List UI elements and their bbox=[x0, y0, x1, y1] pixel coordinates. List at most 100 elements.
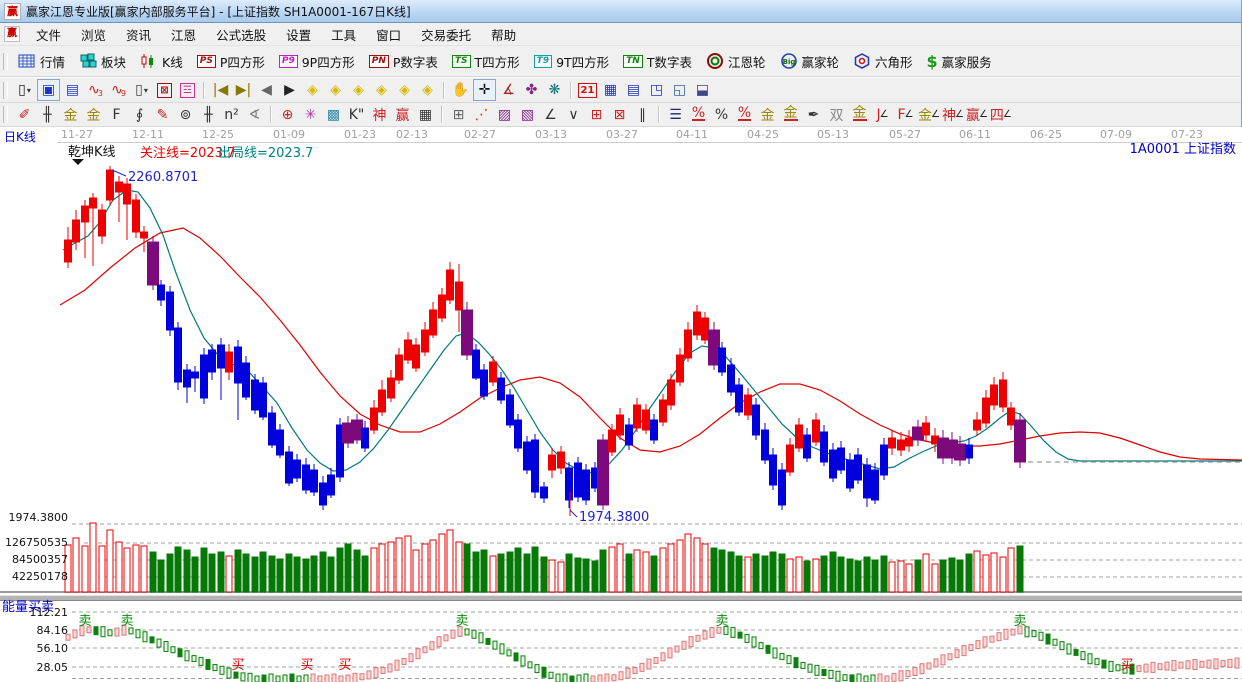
calendar-21-button[interactable]: 21 bbox=[577, 80, 598, 100]
fan-box-1-button[interactable]: ▨ bbox=[497, 106, 512, 123]
gold-circle-button[interactable]: 金 bbox=[760, 107, 775, 124]
workstation-button[interactable]: ⬓ bbox=[695, 82, 710, 98]
time-grid-button[interactable]: ╫ bbox=[204, 106, 213, 123]
gann-fan-ying-button[interactable]: 赢 ∠ bbox=[965, 107, 988, 124]
percent-tool-button[interactable]: % bbox=[714, 106, 729, 123]
toolbar-item-t-number-table[interactable]: TN T数字表 bbox=[618, 50, 697, 73]
gold-grid-1-button[interactable]: 金 bbox=[63, 107, 78, 124]
shen-grid-button[interactable]: 神 bbox=[372, 107, 387, 124]
f-grid-button[interactable]: F bbox=[112, 106, 121, 123]
toolbar-item-quotes[interactable]: 行情 bbox=[13, 50, 70, 73]
menu-item-8[interactable]: 交易委托 bbox=[421, 27, 472, 43]
red-fan-button[interactable]: ⋰ bbox=[474, 106, 489, 123]
percent-retrace-button[interactable]: % bbox=[737, 105, 752, 121]
zoom-chart-button[interactable]: ▣ bbox=[37, 79, 60, 101]
gold-underline-button[interactable]: 金 bbox=[852, 105, 867, 121]
toolbar-item-hexagon[interactable]: 六角形 bbox=[848, 50, 918, 73]
save-disk-button[interactable]: ◳ bbox=[649, 82, 664, 98]
menu-item-1[interactable]: 浏览 bbox=[81, 27, 107, 43]
toolbar-grip[interactable] bbox=[3, 106, 8, 123]
toolbar-item-p-square[interactable]: PS P四方形 bbox=[192, 50, 270, 73]
n-square-button[interactable]: n² bbox=[224, 106, 239, 123]
spiral-button[interactable]: ∮ bbox=[135, 106, 144, 123]
kline-body-style-button[interactable]: ▯ ▾ bbox=[18, 82, 31, 98]
toolbar-item-9p-square[interactable]: P9 9P四方形 bbox=[274, 50, 360, 73]
circle-cross-button[interactable]: ⊕ bbox=[281, 106, 294, 123]
first-page-button[interactable]: |◀ bbox=[212, 82, 229, 98]
menu-item-9[interactable]: 帮助 bbox=[491, 27, 517, 43]
prev-page-button[interactable]: ◀ bbox=[261, 82, 272, 98]
diamond-scroll-left-button[interactable]: ◈ bbox=[307, 82, 318, 98]
diamond-expand-button[interactable]: ◈ bbox=[353, 82, 364, 98]
toolbar-item-sectors[interactable]: 板块 bbox=[74, 50, 131, 73]
toolbar-item-gann-wheel[interactable]: 江恩轮 bbox=[701, 50, 771, 73]
notepad-button[interactable]: ▤ bbox=[626, 82, 641, 98]
toolbar-item-kline[interactable]: K线 bbox=[135, 50, 188, 73]
ink-pen-button[interactable]: ✒ bbox=[807, 106, 820, 123]
toolbar-grip[interactable] bbox=[3, 52, 8, 70]
oscillator-bar bbox=[730, 626, 736, 638]
gann-fan-gold-button[interactable]: 金 ∠ bbox=[918, 107, 940, 124]
diamond-zoom-out-button[interactable]: ◈ bbox=[422, 82, 433, 98]
diamond-compress-button[interactable]: ◈ bbox=[376, 82, 387, 98]
price-ladder-button[interactable]: ☰ bbox=[669, 106, 682, 123]
square-web-button[interactable]: ▩ bbox=[326, 106, 341, 123]
pen-grid-button[interactable]: ✎ bbox=[156, 106, 169, 123]
toolbar-item-t-square[interactable]: TS T四方形 bbox=[447, 50, 525, 73]
gold-grid-2-button[interactable]: 金 bbox=[86, 107, 101, 124]
histogram-button[interactable]: ☲ bbox=[177, 80, 198, 100]
pattern-box-button[interactable]: ⊠ bbox=[154, 80, 175, 100]
zigzag-button[interactable]: ∨ bbox=[568, 106, 579, 123]
toolbar-grip[interactable] bbox=[3, 81, 8, 99]
red-grid-2-button[interactable]: ⊠ bbox=[613, 106, 626, 123]
main-chart[interactable]: 11-27 12-11 12-25 01-09 01-23 02-13 02-27 03-13… bbox=[0, 127, 1242, 682]
angle-measure-button[interactable]: ∡ bbox=[502, 82, 515, 98]
fan-box-2-button[interactable]: ▧ bbox=[520, 106, 535, 123]
parallel-lines-button[interactable]: ∥ bbox=[639, 106, 646, 123]
menu-item-0[interactable]: 文件 bbox=[36, 27, 62, 43]
title-bar[interactable]: 赢 赢家江恩专业版[赢家内部服务平台] - [上证指数 SH1A0001-167… bbox=[0, 0, 1241, 23]
menu-item-2[interactable]: 资讯 bbox=[126, 27, 152, 43]
red-grid-1-button[interactable]: ⊞ bbox=[590, 106, 603, 123]
percent-line-button[interactable]: % bbox=[691, 105, 706, 121]
circle-grid-button[interactable]: ⊚ bbox=[179, 106, 192, 123]
ying-grid-button[interactable]: 赢 bbox=[395, 107, 410, 124]
crosshair-button[interactable]: ✛ bbox=[473, 79, 496, 101]
star-web-button[interactable]: ✳ bbox=[304, 106, 317, 123]
toolbar-item-p-number-table[interactable]: PN P数字表 bbox=[364, 50, 443, 73]
angle-lines-button[interactable]: ∢ bbox=[248, 106, 261, 123]
menu-item-3[interactable]: 江恩 bbox=[171, 27, 197, 43]
gann-tool-purple-button[interactable]: ✤ bbox=[525, 82, 538, 98]
gann-fan-j-button[interactable]: J ∠ bbox=[876, 106, 889, 123]
diamond-zoom-in-button[interactable]: ◈ bbox=[399, 82, 410, 98]
k-quote-button[interactable]: K" bbox=[348, 106, 365, 123]
info-list-button[interactable]: ▤ bbox=[65, 82, 80, 98]
toolbar-item-winner-service[interactable]: $ 赢家服务 bbox=[922, 50, 997, 73]
box-tool-button[interactable]: ⊞ bbox=[452, 106, 465, 123]
menu-item-4[interactable]: 公式选股 bbox=[216, 27, 267, 43]
save-history-button[interactable]: ◱ bbox=[672, 82, 687, 98]
gann-fan-f-button[interactable]: F ∠ bbox=[897, 106, 914, 123]
trend-angle-button[interactable]: ∠ bbox=[544, 106, 557, 123]
menu-item-5[interactable]: 设置 bbox=[286, 27, 312, 43]
hollow-candle-style-button[interactable]: ▯ ▾ bbox=[135, 82, 148, 98]
ruler-grid-button[interactable]: ▦ bbox=[418, 106, 433, 123]
menu-item-6[interactable]: 工具 bbox=[331, 27, 357, 43]
wave-3-button[interactable]: ∿ 3 bbox=[88, 82, 103, 98]
draw-pen-button[interactable]: ✐ bbox=[18, 106, 31, 123]
diamond-scroll-right-button[interactable]: ◈ bbox=[330, 82, 341, 98]
next-page-button[interactable]: ▶ bbox=[284, 82, 295, 98]
gann-fan-shen-button[interactable]: 神 ∠ bbox=[941, 107, 964, 124]
double-tool-button[interactable]: 双 bbox=[829, 107, 844, 124]
gann-grid-button[interactable]: ╫ bbox=[43, 106, 52, 123]
last-page-button[interactable]: ▶| bbox=[235, 82, 252, 98]
toolbar-item-winner-wheel[interactable]: Big 赢家轮 bbox=[775, 50, 845, 73]
gold-level-button[interactable]: 金 bbox=[783, 105, 798, 121]
gann-tool-teal-button[interactable]: ❋ bbox=[548, 82, 561, 98]
calculator-button[interactable]: ▦ bbox=[603, 82, 618, 98]
hand-pan-button[interactable]: ✋ bbox=[451, 82, 470, 98]
gann-fan-si-button[interactable]: 四 ∠ bbox=[989, 107, 1012, 124]
toolbar-item-9t-square[interactable]: T9 9T四方形 bbox=[529, 50, 615, 73]
wave-9-button[interactable]: ∿ 9 bbox=[111, 82, 126, 98]
menu-item-7[interactable]: 窗口 bbox=[376, 27, 402, 43]
